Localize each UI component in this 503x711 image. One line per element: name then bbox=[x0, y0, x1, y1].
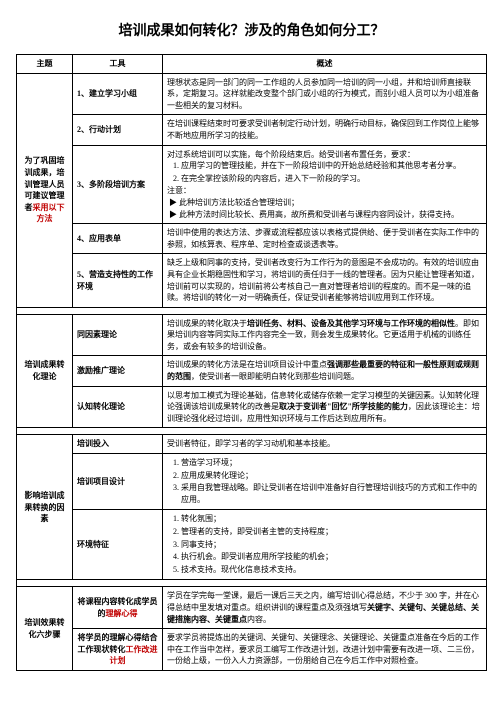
sec1-r3-a1: ▶ 此种培训方法比较适合管理培训； bbox=[167, 197, 482, 209]
sec1-r3-a2: ▶ 此种方法时间比较长、费用高，故所费和受训者与课程内容同设计，获得支持。 bbox=[167, 209, 482, 221]
sec2-r1-tool: 同因素理论 bbox=[73, 314, 163, 356]
sec2-r2-desc: 培训成果的转化方法是在培训项目设计中重点强调那些最重要的特征和一般性原则或规则的… bbox=[163, 356, 487, 386]
sec2-r3-desc: 以思考加工模式为理论基础，信息转化或储存依赖一定学习模型的关键因素。认知转化理论… bbox=[163, 386, 487, 428]
sec4-r1-tool-red: 理解心得 bbox=[106, 609, 138, 618]
header-theme: 主题 bbox=[17, 55, 73, 74]
sec3-r1-desc: 受训者特征，即学习者的学习动机和基本技能。 bbox=[163, 435, 487, 454]
separator-1 bbox=[17, 307, 487, 314]
separator-2 bbox=[17, 428, 487, 435]
sec2-r3-bold: 取决于变训者"回忆"所学技能的能力 bbox=[279, 402, 408, 411]
sec4-theme: 培训效果转化六步骤 bbox=[17, 587, 73, 671]
sec1-r3-tool: 3、多阶段培训方案 bbox=[73, 145, 163, 224]
sec1-theme: 为了巩固培训成果，培训管理人员可建议管理者采用以下方法 bbox=[17, 73, 73, 307]
sec1-r5-tool: 5、营造支持性的工作环境 bbox=[73, 254, 163, 307]
sec1-r4-tool: 4、应用表单 bbox=[73, 224, 163, 254]
sec3-r3-li5: 技术支持。现代化信息技术支持。 bbox=[181, 564, 482, 576]
sec4-r2-tool: 将学员的理解心得结合工作现状转化工作改进计划 bbox=[73, 629, 163, 671]
sec2-r2-tool: 激励推广理论 bbox=[73, 356, 163, 386]
sec2-r2-pre: 培训成果的转化方法是在培训项目设计中重点 bbox=[167, 360, 327, 369]
separator-3 bbox=[17, 580, 487, 587]
sec3-r3-desc: 转化氛围； 管理者的支持，即受训者主管的支持程度； 同事支持； 执行机会。即受训… bbox=[163, 510, 487, 580]
sec4-r1-desc: 学员在学完每一堂课，最后一课后三天之内，编写培训心得总结，不少于 300 字，并… bbox=[163, 587, 487, 629]
sec1-r5-desc: 缺乏上级和同事的支持，受训者改变行为工作行为的意图是不会成功的。有效的培训应由具… bbox=[163, 254, 487, 307]
sec4-r2-desc: 要求学员将提炼出的关键词、关键句、关键理念、关键理论、关键重点准备在今后的工作中… bbox=[163, 629, 487, 671]
sec3-r1-tool: 培训投入 bbox=[73, 435, 163, 454]
sec2-theme: 培训成果转化理论 bbox=[17, 314, 73, 428]
sec3-r2-desc: 营造学习环境； 应用成果转化理论； 采用自我管理战略。即让受训者在培训中准备好自… bbox=[163, 454, 487, 510]
sec1-theme-red: 采用以下方法 bbox=[33, 203, 65, 224]
sec1-r3-li2: 在完全掌控该阶段的内容后，进入下一阶段的学习。 bbox=[181, 173, 482, 185]
sec3-r2-li1: 营造学习环境； bbox=[181, 457, 482, 469]
sec4-r1-tool: 将课程内容转化成学员的理解心得 bbox=[73, 587, 163, 629]
main-table: 主题 工具 概述 为了巩固培训成果，培训管理人员可建议管理者采用以下方法 1、建… bbox=[16, 54, 487, 671]
sec2-r1-bold: 培训任务、材料、设备及其他学习环境与工作环境的相似性 bbox=[247, 319, 455, 328]
sec1-r3-note: 注意： bbox=[167, 185, 482, 197]
header-desc: 概述 bbox=[163, 55, 487, 74]
sec1-r3-p1: 对过系统培训可以实施，每个阶段结束后。给受训者布置任务，要求： bbox=[167, 149, 482, 161]
sec4-r1-post: 内容。 bbox=[247, 615, 271, 624]
sec2-r2-post: ，使受训者一眼即能明白转化到那些培训问题。 bbox=[191, 372, 359, 381]
sec1-r2-desc: 在培训课程结束时可要求受训者制定行动计划，明确行动目标，确保回到工作岗位上能够不… bbox=[163, 115, 487, 145]
sec2-r1-desc: 培训成果的转化取决于培训任务、材料、设备及其他学习环境与工作环境的相似性。即如果… bbox=[163, 314, 487, 356]
sec3-theme: 影响培训成果转换的因素 bbox=[17, 435, 73, 580]
sec1-r1-desc: 理想状态是同一部门的同一工作组的人员参加同一培训的同一小组，并和培训师直接联系，… bbox=[163, 73, 487, 115]
sec3-r2-li2: 应用成果转化理论； bbox=[181, 470, 482, 482]
sec3-r3-li2: 管理者的支持，即受训者主管的支持程度； bbox=[181, 526, 482, 538]
sec1-r1-tool: 1、建立学习小组 bbox=[73, 73, 163, 115]
sec3-r3-li3: 同事支持； bbox=[181, 539, 482, 551]
sec1-r3-li1: 应用学习的管理技能，并在下一阶段培训中的开始总结经验和其他思考者分享。 bbox=[181, 160, 482, 172]
sec1-r3-desc: 对过系统培训可以实施，每个阶段结束后。给受训者布置任务，要求： 应用学习的管理技… bbox=[163, 145, 487, 224]
page-title: 培训成果如何转化？涉及的角色如何分工？ bbox=[16, 20, 487, 40]
sec2-r3-tool: 认知转化理论 bbox=[73, 386, 163, 428]
sec3-r3-li1: 转化氛围； bbox=[181, 513, 482, 525]
sec1-r4-desc: 培训中使用的表达方法、步骤或流程都应该以表格式提供给、便于受训者在实际工作中的参… bbox=[163, 224, 487, 254]
sec3-r3-tool: 环境特征 bbox=[73, 510, 163, 580]
sec3-r2-li3: 采用自我管理战略。即让受训者在培训中准备好自行管理培训技巧的方式和工作中的应用。 bbox=[181, 482, 482, 505]
sec3-r2-tool: 培训项目设计 bbox=[73, 454, 163, 510]
sec2-r1-pre: 培训成果的转化取决于 bbox=[167, 319, 247, 328]
sec3-r3-li4: 执行机会。即受训者应用所学技能的机会； bbox=[181, 551, 482, 563]
header-tool: 工具 bbox=[73, 55, 163, 74]
sec1-r2-tool: 2、行动计划 bbox=[73, 115, 163, 145]
